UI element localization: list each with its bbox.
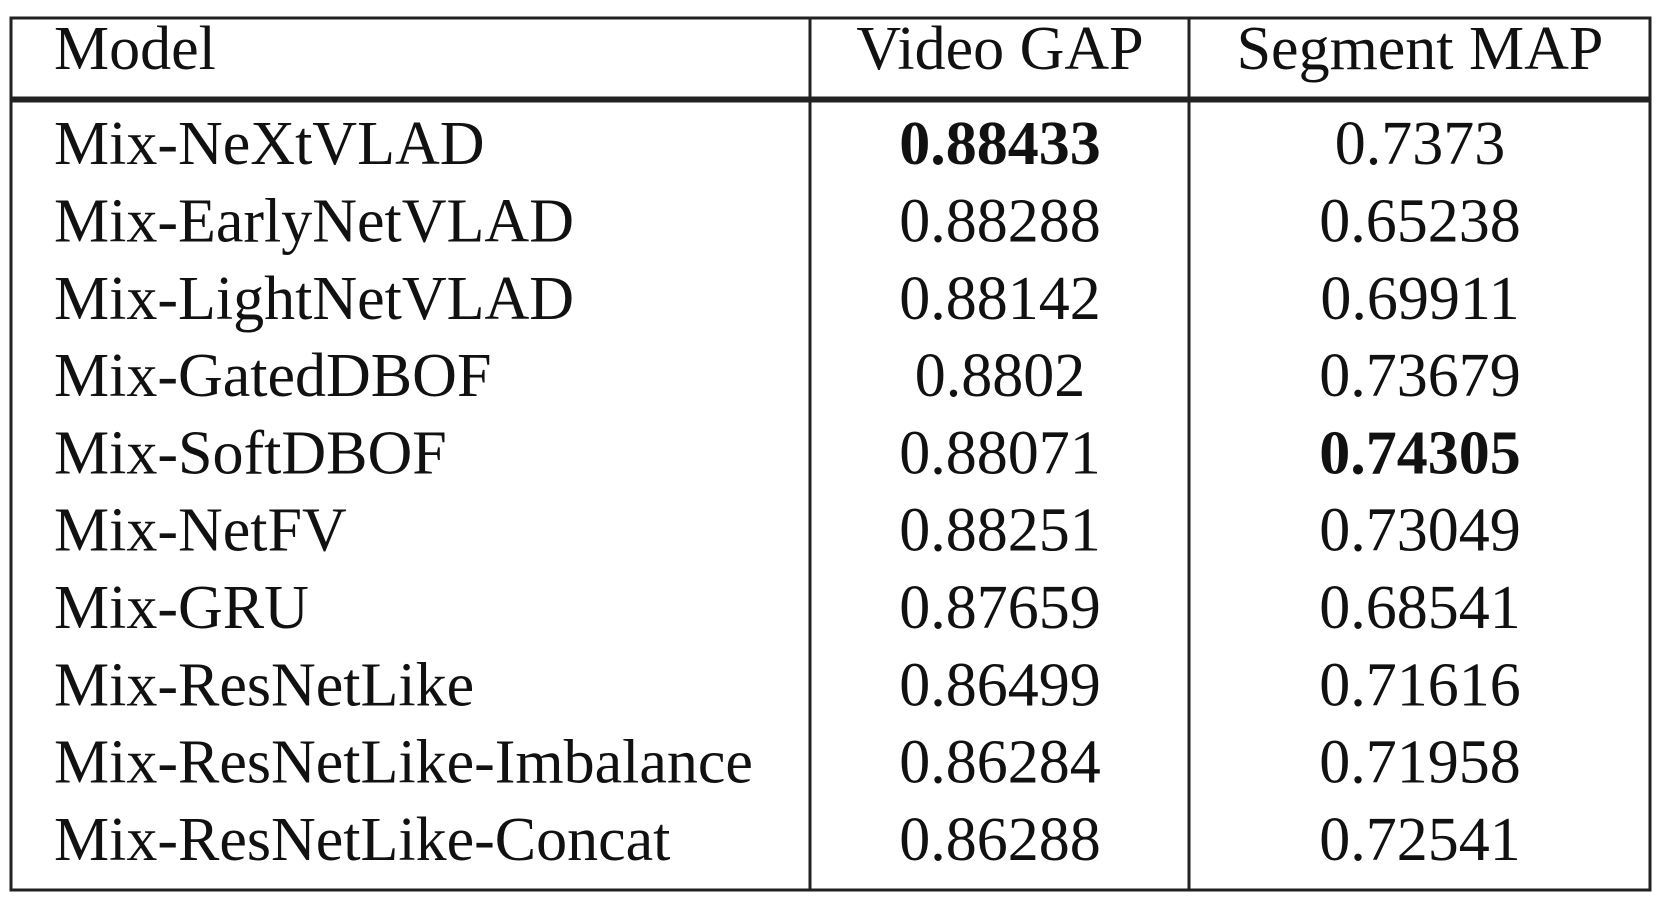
column-header: Model: [54, 15, 216, 83]
video-gap: 0.88288: [899, 188, 1101, 256]
video-gap: 0.86499: [899, 651, 1101, 719]
column-header: Segment MAP: [1237, 15, 1604, 83]
model-name: Mix-EarlyNetVLAD: [54, 188, 574, 256]
segment-map: 0.71616: [1319, 651, 1521, 719]
model-name: Mix-GRU: [54, 574, 309, 642]
model-name: Mix-ResNetLike-Concat: [54, 806, 670, 874]
model-name: Mix-SoftDBOF: [54, 419, 447, 487]
video-gap: 0.8802: [915, 342, 1086, 410]
column-header: Video GAP: [856, 15, 1143, 83]
video-gap: 0.87659: [899, 574, 1101, 642]
video-gap: 0.86288: [899, 806, 1101, 874]
segment-map: 0.69911: [1320, 265, 1519, 333]
model-name: Mix-NetFV: [54, 497, 347, 565]
segment-map: 0.71958: [1319, 729, 1521, 797]
model-name: Mix-ResNetLike-Imbalance: [54, 729, 753, 797]
segment-map: 0.73679: [1319, 342, 1521, 410]
video-gap: 0.88251: [899, 497, 1101, 565]
video-gap: 0.88071: [899, 419, 1101, 487]
video-gap: 0.88433: [899, 110, 1101, 178]
model-name: Mix-NeXtVLAD: [54, 110, 485, 178]
segment-map: 0.74305: [1319, 419, 1521, 487]
video-gap: 0.88142: [899, 265, 1101, 333]
header-box: [9, 16, 1652, 100]
video-gap: 0.86284: [899, 729, 1101, 797]
segment-map: 0.7373: [1335, 110, 1506, 178]
body-box: [9, 99, 1652, 892]
model-name: Mix-LightNetVLAD: [54, 265, 574, 333]
segment-map: 0.73049: [1319, 497, 1521, 565]
model-name: Mix-GatedDBOF: [54, 342, 491, 410]
model-name: Mix-ResNetLike: [54, 651, 474, 719]
segment-map: 0.65238: [1319, 188, 1521, 256]
segment-map: 0.72541: [1319, 806, 1521, 874]
segment-map: 0.68541: [1319, 574, 1521, 642]
